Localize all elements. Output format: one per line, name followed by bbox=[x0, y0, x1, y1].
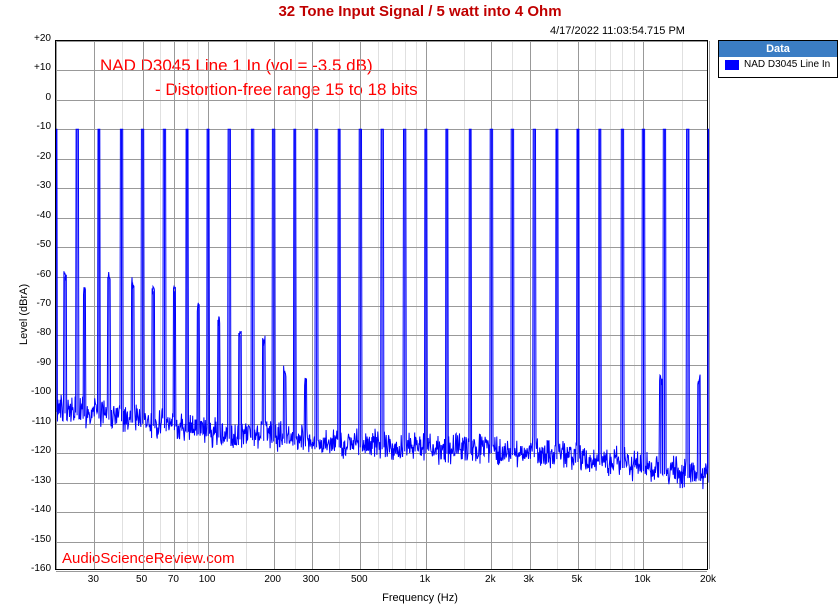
ytick-label: +20 bbox=[34, 33, 51, 44]
legend-item: NAD D3045 Line In bbox=[719, 57, 837, 72]
ytick-label: -90 bbox=[37, 357, 51, 368]
legend-header: Data bbox=[719, 41, 837, 57]
ytick-label: +10 bbox=[34, 62, 51, 73]
ytick-label: -130 bbox=[31, 475, 51, 486]
legend: Data NAD D3045 Line In bbox=[718, 40, 838, 78]
ytick-label: -150 bbox=[31, 534, 51, 545]
ytick-label: -100 bbox=[31, 386, 51, 397]
xlabel: Frequency (Hz) bbox=[382, 592, 458, 604]
ytick-label: -120 bbox=[31, 445, 51, 456]
ytick-label: -160 bbox=[31, 563, 51, 574]
xtick-label: 3k bbox=[523, 574, 534, 585]
xtick-label: 2k bbox=[485, 574, 496, 585]
ytick-label: -60 bbox=[37, 269, 51, 280]
xtick-label: 70 bbox=[168, 574, 179, 585]
ytick-label: -80 bbox=[37, 327, 51, 338]
ytick-label: -40 bbox=[37, 210, 51, 221]
xtick-label: 30 bbox=[88, 574, 99, 585]
ytick-label: -20 bbox=[37, 151, 51, 162]
ytick-label: -10 bbox=[37, 121, 51, 132]
legend-swatch bbox=[725, 60, 739, 70]
plot-area bbox=[55, 40, 708, 570]
xtick-label: 200 bbox=[264, 574, 281, 585]
ylabel: Level (dBrA) bbox=[18, 284, 30, 345]
ytick-label: -140 bbox=[31, 504, 51, 515]
xtick-label: 50 bbox=[136, 574, 147, 585]
ytick-label: -70 bbox=[37, 298, 51, 309]
chart-title: 32 Tone Input Signal / 5 watt into 4 Ohm bbox=[278, 3, 561, 20]
xtick-label: 500 bbox=[351, 574, 368, 585]
chart-root: 32 Tone Input Signal / 5 watt into 4 Ohm… bbox=[0, 0, 840, 608]
ytick-label: -50 bbox=[37, 239, 51, 250]
ytick-label: 0 bbox=[45, 92, 51, 103]
series-svg bbox=[56, 41, 709, 571]
xtick-label: 100 bbox=[199, 574, 216, 585]
xtick-label: 20k bbox=[700, 574, 716, 585]
xtick-label: 5k bbox=[572, 574, 583, 585]
ytick-label: -30 bbox=[37, 180, 51, 191]
xtick-label: 300 bbox=[303, 574, 320, 585]
xtick-label: 1k bbox=[420, 574, 431, 585]
legend-label: NAD D3045 Line In bbox=[744, 59, 830, 70]
timestamp: 4/17/2022 11:03:54.715 PM bbox=[550, 25, 685, 37]
ytick-label: -110 bbox=[32, 416, 51, 427]
xtick-label: 10k bbox=[634, 574, 650, 585]
